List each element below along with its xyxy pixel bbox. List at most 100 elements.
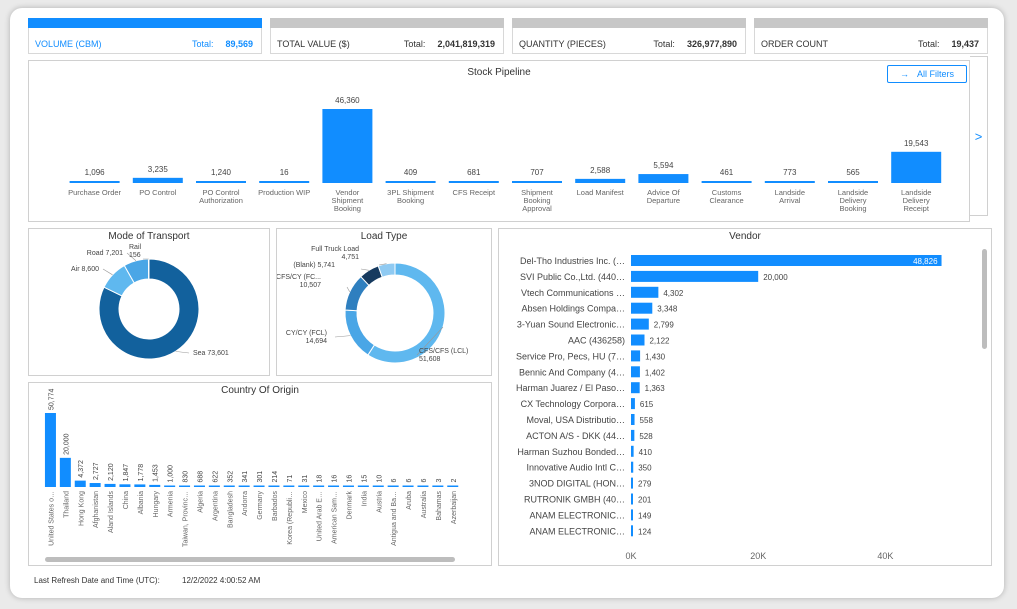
kpi-order-count-card[interactable]: ORDER COUNT Total: 19,437 <box>754 18 988 54</box>
country-category-label: India <box>361 491 368 506</box>
mot-slice <box>98 258 200 360</box>
vendor-bar <box>631 366 640 378</box>
kpi-total-value-card[interactable]: TOTAL VALUE ($) Total: 2,041,819,319 <box>270 18 504 54</box>
stock-pipeline-chart: 1,096 Purchase Order 3,235 PO Control 1,240 P… <box>68 96 942 213</box>
vendor-category-label: ANAM ELECTRONIC… <box>529 526 625 536</box>
vendor-data-label: 279 <box>638 480 652 489</box>
vendor-bar <box>631 255 942 266</box>
country-data-label: 6 <box>406 479 413 483</box>
kpi-quantity-card[interactable]: QUANTITY (PIECES) Total: 326,977,890 <box>512 18 746 54</box>
vendor-category-label: 3NOD DIGITAL (HON… <box>529 479 625 489</box>
vendor-data-label: 149 <box>638 511 652 520</box>
country-bar <box>149 484 161 487</box>
vendor-x-tick: 0K <box>625 551 636 561</box>
lt-slice-label: (Blank) 5,741 <box>293 262 335 269</box>
country-bar <box>238 485 250 487</box>
vendor-data-label: 350 <box>638 464 652 473</box>
vendor-category-label: 3-Yuan Sound Electronic… <box>517 320 625 330</box>
country-category-label: Armenia <box>168 491 175 517</box>
pipeline-category-label: Landside <box>901 188 931 197</box>
arrow-right-icon: → <box>899 69 909 79</box>
lt-leader-line <box>416 326 444 356</box>
vendor-bar <box>631 382 640 394</box>
vendor-bar <box>631 350 641 362</box>
vendor-chart: Del-Tho Industries Inc. (… 48,826 SVI Publ… <box>516 255 942 561</box>
pipeline-category-label: Delivery <box>903 196 930 205</box>
country-of-origin-panel: Country Of Origin 50,774 United States o…… <box>28 382 492 566</box>
country-data-label: 214 <box>272 471 279 483</box>
vendor-data-label: 20,000 <box>763 273 788 282</box>
country-data-label: 6 <box>391 479 398 483</box>
pipeline-bar <box>259 181 310 183</box>
country-data-label: 301 <box>257 471 264 483</box>
country-category-label: Antigua and Ba… <box>391 491 398 546</box>
mot-slice-value: 156 <box>129 252 141 259</box>
country-data-label: 6 <box>421 479 428 483</box>
country-of-origin-chart: 50,774 United States o… 20,000 Thailand 4,37… <box>44 388 459 547</box>
lt-leader-line <box>378 263 387 266</box>
vendor-bar <box>631 477 633 489</box>
next-page-button[interactable]: > <box>970 56 988 216</box>
vendor-category-label: Moval, USA Distributio… <box>526 415 625 425</box>
pipeline-category-label: Departure <box>647 196 680 205</box>
pipeline-bar <box>448 181 499 183</box>
pipeline-category-label: 3PL Shipment <box>387 188 435 197</box>
kpi-volume-bar <box>28 18 262 28</box>
vendor-category-label: Bennic And Company (4… <box>519 367 625 377</box>
kpi-order-count-bar <box>754 18 988 28</box>
pipeline-bar <box>764 181 815 183</box>
kpi-volume-total-label: Total: <box>191 39 214 49</box>
kpi-quantity-value: 326,977,890 <box>686 39 737 49</box>
country-data-label: 31 <box>302 475 309 483</box>
load-type-title: Load Type <box>360 231 408 242</box>
vendor-category-label: AAC (436258) <box>568 336 625 346</box>
all-filters-button[interactable]: → All Filters <box>887 65 967 83</box>
chevron-right-icon: > <box>974 128 983 144</box>
country-bar <box>44 413 56 487</box>
pipeline-bar <box>512 181 562 183</box>
dashboard-frame: VOLUME (CBM) Total: 89,569 TOTAL VALUE (… <box>10 8 1004 598</box>
country-bar <box>357 485 369 487</box>
country-bar <box>134 484 146 487</box>
vendor-bar <box>631 445 634 457</box>
country-data-label: 50,774 <box>48 388 55 410</box>
pipeline-category-label: Booking <box>334 204 361 213</box>
country-bar <box>298 485 310 487</box>
kpi-order-count-label: ORDER COUNT <box>761 39 828 49</box>
country-of-origin-title: Country Of Origin <box>221 385 299 396</box>
country-category-label: Aland Islands <box>108 491 115 534</box>
country-bar <box>432 485 444 487</box>
pipeline-category-label: Landside <box>775 188 805 197</box>
country-data-label: 1,778 <box>138 464 145 482</box>
vendor-bar <box>631 286 659 298</box>
country-data-label: 4,372 <box>78 460 85 478</box>
pipeline-category-label: Delivery <box>839 196 866 205</box>
pipeline-data-label: 565 <box>846 168 860 177</box>
mot-slice-label: Sea 73,601 <box>193 350 229 357</box>
country-bar <box>104 483 116 487</box>
pipeline-data-label: 3,235 <box>148 165 169 174</box>
last-refresh-label: Last Refresh Date and Time (UTC): <box>34 576 160 585</box>
country-bar <box>119 484 131 487</box>
pipeline-bar <box>891 151 942 183</box>
country-data-label: 2,120 <box>108 463 115 481</box>
pipeline-data-label: 46,360 <box>335 96 360 105</box>
vendor-scrollbar[interactable] <box>982 249 987 349</box>
vendor-data-label: 615 <box>640 400 654 409</box>
country-data-label: 71 <box>287 475 294 483</box>
last-refresh-value: 12/2/2022 4:00:52 AM <box>182 576 261 585</box>
kpi-volume-value: 89,569 <box>225 39 253 49</box>
pipeline-category-label: Landside <box>838 188 868 197</box>
kpi-total-value-bar <box>270 18 504 28</box>
pipeline-bar <box>385 181 436 183</box>
load-type-panel: Load Type CFS/CFS (LCL) 51,608 CY/CY (FCL)… <box>276 228 492 376</box>
mot-slice-label: Rail <box>129 244 142 251</box>
vendor-data-label: 1,402 <box>645 368 666 377</box>
country-of-origin-scrollbar[interactable] <box>45 557 455 562</box>
country-data-label: 1,453 <box>153 464 160 482</box>
kpi-quantity-label: QUANTITY (PIECES) <box>519 39 606 49</box>
vendor-bar <box>631 318 649 330</box>
kpi-volume-card[interactable]: VOLUME (CBM) Total: 89,569 <box>28 18 262 54</box>
pipeline-category-label: Production WIP <box>258 188 310 197</box>
